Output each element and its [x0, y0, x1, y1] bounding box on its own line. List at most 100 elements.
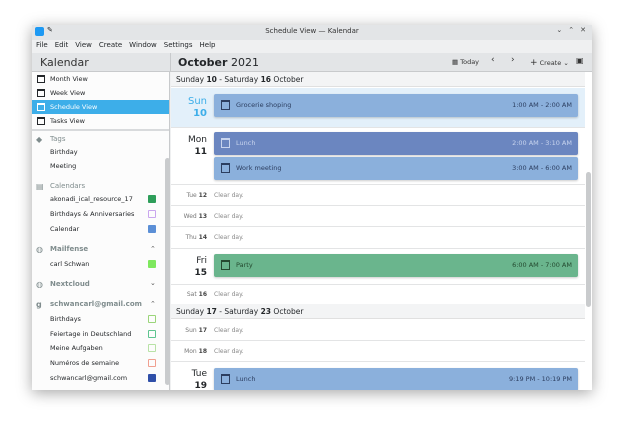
- day-row: Wed 13 Clear day.: [171, 206, 585, 227]
- sidebar-toggle-icon[interactable]: ▣: [576, 56, 584, 65]
- chevron-down-icon[interactable]: ⌄: [150, 279, 156, 287]
- menu-create[interactable]: Create: [98, 41, 123, 49]
- calendar-color-checkbox[interactable]: [148, 225, 156, 233]
- next-button[interactable]: ›: [511, 55, 515, 65]
- create-label: Create: [539, 59, 562, 67]
- previous-button[interactable]: ‹: [491, 55, 495, 65]
- day-row: Sat 16 Clear day.: [186, 291, 244, 298]
- mailfense-section-header[interactable]: ◍ Mailfense: [36, 245, 89, 254]
- calendar-event-icon: [221, 100, 230, 110]
- calendar-item[interactable]: Feiertage in Deutschland: [50, 330, 132, 338]
- minimize-button[interactable]: ⌄: [556, 26, 563, 34]
- calendar-color-checkbox[interactable]: [148, 260, 156, 268]
- calendar-item[interactable]: Birthdays: [50, 315, 81, 323]
- schedule-view: Sunday 10 - Saturday 16 October Sun 10 Gr…: [171, 72, 592, 390]
- sidebar-item-tasks-view[interactable]: Tasks View: [32, 114, 169, 128]
- calendar-item[interactable]: Numéros de semaine: [50, 359, 120, 367]
- calendar-icon: ▤: [36, 182, 44, 191]
- pin-icon[interactable]: ✎: [47, 26, 53, 34]
- event-card[interactable]: Party 6:00 AM - 7:00 AM: [214, 254, 578, 277]
- sidebar-item-week-view[interactable]: Week View: [32, 86, 169, 100]
- month-view-icon: [37, 75, 45, 83]
- month-name: October: [178, 56, 228, 69]
- sidebar-scrollbar[interactable]: [165, 158, 170, 385]
- today-button[interactable]: ▦ Today: [452, 58, 479, 66]
- menu-view[interactable]: View: [75, 41, 92, 49]
- create-button[interactable]: + Create ⌄: [530, 58, 569, 68]
- calendar-color-checkbox[interactable]: [148, 374, 156, 382]
- calendar-item[interactable]: akonadi_ical_resource_17: [50, 195, 133, 203]
- chevron-down-icon: ⌄: [563, 59, 569, 67]
- sidebar-item-schedule-view[interactable]: Schedule View: [32, 100, 169, 114]
- label: Tasks View: [50, 117, 85, 125]
- day-row: Mon 11 Lunch 2:00 AM - 3:10 AM Work meetin…: [171, 128, 585, 185]
- calendar-item[interactable]: Calendar: [50, 225, 80, 233]
- sidebar-item-month-view[interactable]: Month View: [32, 72, 169, 86]
- event-card[interactable]: Lunch 9:19 PM - 10:19 PM: [214, 368, 578, 390]
- window-title: Schedule View — Kalendar: [265, 27, 359, 35]
- label: Month View: [50, 75, 88, 83]
- week-header: Sunday 17 - Saturday 23 October: [171, 304, 585, 319]
- week-header: Sunday 10 - Saturday 16 October: [171, 72, 585, 87]
- menu-edit[interactable]: Edit: [54, 41, 69, 49]
- calendar-color-checkbox[interactable]: [148, 195, 156, 203]
- day-label: Fri 15: [194, 256, 207, 278]
- app-title: Kalendar: [40, 56, 89, 69]
- schedule-view-icon: [37, 103, 45, 111]
- label: Week View: [50, 89, 86, 97]
- calendar-color-checkbox[interactable]: [148, 315, 156, 323]
- calendar-item[interactable]: Meine Aufgaben: [50, 344, 103, 352]
- month-title: October 2021: [178, 56, 259, 69]
- gmail-section-header[interactable]: g schwancarl@gmail.com: [36, 300, 142, 309]
- calendar-color-checkbox[interactable]: [148, 330, 156, 338]
- menu-help[interactable]: Help: [199, 41, 216, 49]
- google-icon: g: [36, 300, 42, 309]
- nextcloud-section-header[interactable]: ◍ Nextcloud: [36, 280, 90, 289]
- chevron-up-icon[interactable]: ⌃: [150, 245, 156, 253]
- week-view-icon: [37, 89, 45, 97]
- close-button[interactable]: ✕: [580, 26, 586, 34]
- title-bar: ✎ Schedule View — Kalendar ⌄ ⌃ ✕: [32, 25, 592, 40]
- day-label: Sun 10: [187, 96, 207, 119]
- menu-file[interactable]: File: [36, 41, 48, 49]
- calendar-item[interactable]: carl Schwan: [50, 260, 90, 268]
- tag-icon: ◆: [36, 135, 43, 144]
- day-row: Fri 15 Party 6:00 AM - 7:00 AM: [171, 249, 585, 285]
- menu-settings[interactable]: Settings: [163, 41, 193, 49]
- calendar-color-checkbox[interactable]: [148, 359, 156, 367]
- tags-section-header: ◆ Tags: [36, 135, 66, 144]
- chevron-up-icon[interactable]: ⌃: [150, 300, 156, 308]
- day-row-today: Sun 10 Grocerie shoping 1:00 AM - 2:00 AM: [171, 88, 585, 128]
- year: 2021: [230, 56, 259, 69]
- event-card[interactable]: Work meeting 3:00 AM - 6:00 AM: [214, 157, 578, 180]
- sidebar: Month View Week View Schedule View Tasks…: [32, 72, 170, 390]
- schedule-scrollbar[interactable]: [586, 172, 591, 307]
- menu-bar: File Edit View Create Window Settings He…: [36, 41, 215, 49]
- calendar-event-icon: [221, 260, 230, 270]
- day-row: Tue 12 Clear day.: [171, 185, 585, 206]
- kalendar-window: ✎ Schedule View — Kalendar ⌄ ⌃ ✕ File Ed…: [32, 25, 592, 390]
- calendar-item[interactable]: Birthdays & Anniversaries: [50, 210, 135, 218]
- day-label: Mon 11: [188, 135, 207, 157]
- tag-item[interactable]: Birthday: [50, 148, 78, 156]
- toolbar: [32, 53, 592, 72]
- day-label: Tue 19: [191, 369, 207, 390]
- menu-window[interactable]: Window: [129, 41, 157, 49]
- globe-icon: ◍: [36, 280, 43, 289]
- tasks-view-icon: [37, 117, 45, 125]
- day-row: Mon 18 Clear day.: [171, 341, 585, 362]
- event-card[interactable]: Lunch 2:00 AM - 3:10 AM: [214, 132, 578, 155]
- calendar-color-checkbox[interactable]: [148, 210, 156, 218]
- maximize-button[interactable]: ⌃: [568, 26, 575, 34]
- label: Schedule View: [50, 103, 98, 111]
- calendar-color-checkbox[interactable]: [148, 344, 156, 352]
- event-card[interactable]: Grocerie shoping 1:00 AM - 2:00 AM: [214, 94, 578, 117]
- day-row: Sun 17 Clear day.: [171, 320, 585, 341]
- calendar-item[interactable]: schwancarl@gmail.com: [50, 374, 128, 382]
- app-icon: [35, 27, 44, 36]
- calendars-section-header: ▤ Calendars: [36, 182, 86, 191]
- tag-item[interactable]: Meeting: [50, 162, 77, 170]
- globe-icon: ◍: [36, 245, 43, 254]
- calendar-event-icon: [221, 163, 230, 173]
- today-label: Today: [460, 58, 480, 66]
